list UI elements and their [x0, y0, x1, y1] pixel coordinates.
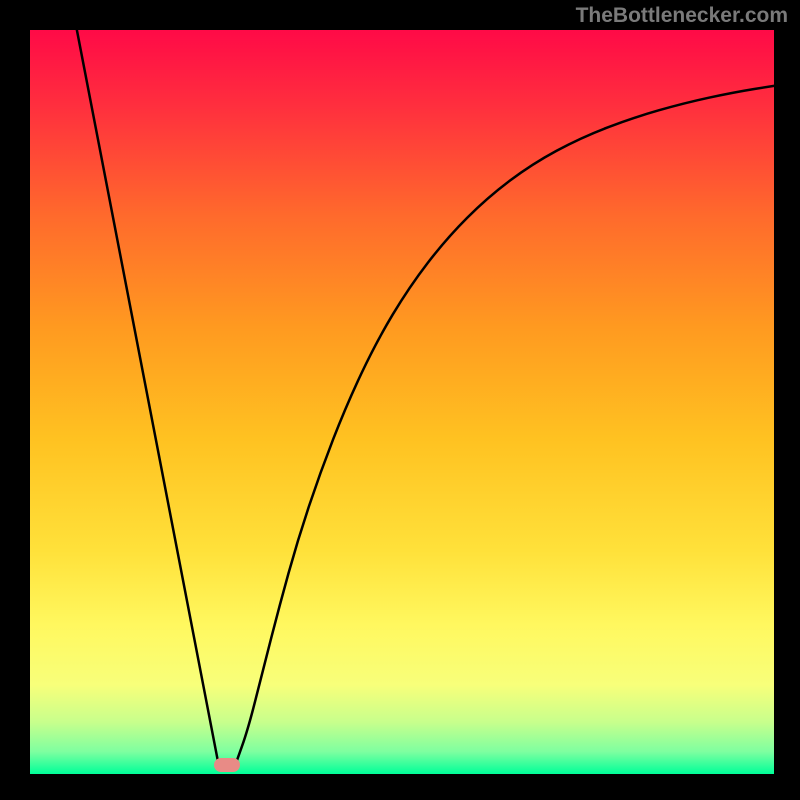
- plot-area: [30, 30, 774, 774]
- chart-container: TheBottlenecker.com: [0, 0, 800, 800]
- min-point-marker: [214, 758, 240, 772]
- watermark-text: TheBottlenecker.com: [576, 4, 788, 28]
- bottleneck-curve: [77, 30, 774, 767]
- curve-layer: [30, 30, 774, 774]
